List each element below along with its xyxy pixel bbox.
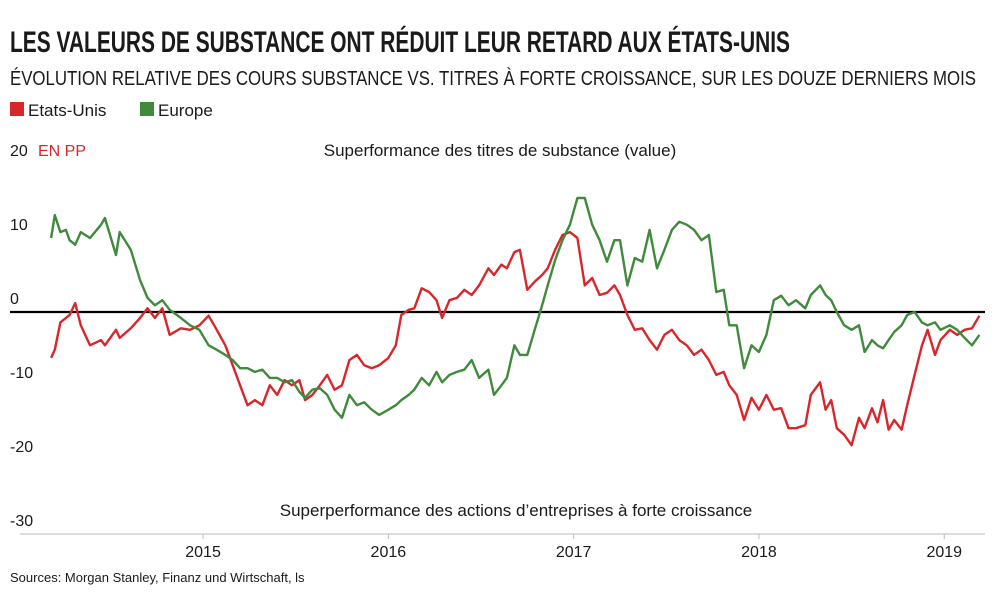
x-tick-label: 2017 — [556, 544, 592, 561]
x-tick-label: 2019 — [926, 544, 962, 561]
x-tick-label: 2016 — [371, 544, 407, 561]
legend-swatch — [140, 102, 154, 116]
legend-label: Etats-Unis — [28, 101, 106, 120]
y-tick-label: -30 — [10, 513, 33, 530]
x-tick-label: 2018 — [741, 544, 777, 561]
legend-label: Europe — [158, 101, 213, 120]
series-line — [49, 196, 981, 419]
annotation: Superperformance des actions d’entrepris… — [280, 501, 752, 520]
series-line — [50, 230, 981, 447]
y-tick-label: 0 — [10, 291, 19, 308]
chart-title: LES VALEURS DE SUBSTANCE ONT RÉDUIT LEUR… — [10, 25, 790, 59]
y-unit: EN PP — [38, 143, 86, 160]
y-tick-label: -10 — [10, 365, 33, 382]
y-tick-label: 10 — [10, 217, 28, 234]
annotation: Superformance des titres de substance (v… — [324, 141, 676, 160]
legend-swatch — [10, 102, 24, 116]
source: Sources: Morgan Stanley, Finanz und Wirt… — [10, 570, 305, 585]
y-tick-label: 20 — [10, 143, 28, 160]
chart-subtitle: ÉVOLUTION RELATIVE DES COURS SUBSTANCE V… — [10, 67, 976, 90]
x-tick-label: 2015 — [185, 544, 221, 561]
y-tick-label: -20 — [10, 439, 33, 456]
